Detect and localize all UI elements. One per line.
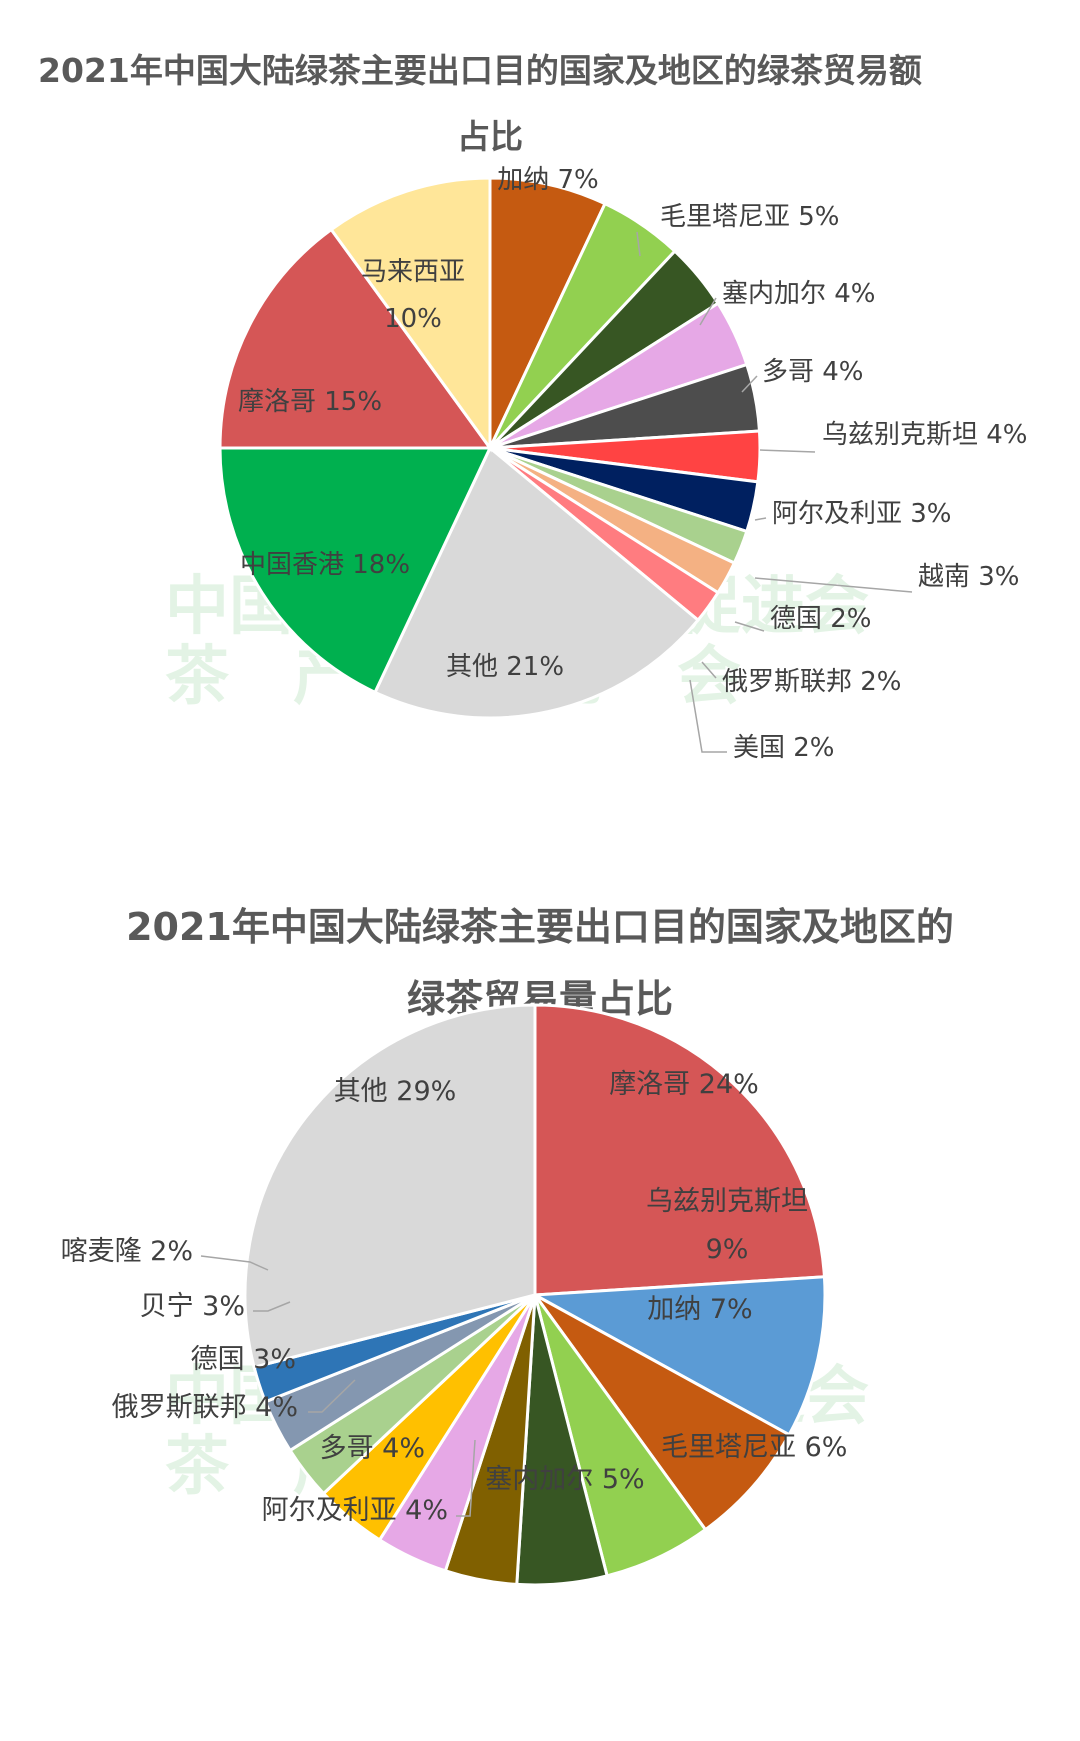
- data-label-value-1: 9%: [706, 1234, 749, 1265]
- data-label-6: 越南 3%: [918, 562, 1020, 592]
- data-label-2: 加纳 7%: [647, 1294, 752, 1325]
- data-label-13: 马来西亚: [361, 257, 465, 287]
- data-label-0: 加纳 7%: [497, 165, 599, 195]
- pie-slice-10: [373, 445, 701, 720]
- pie-slices: [243, 1003, 827, 1587]
- data-label-12: 摩洛哥 15%: [238, 387, 382, 417]
- data-label-0: 摩洛哥 24%: [609, 1069, 759, 1100]
- pie-slice-1: [529, 1275, 827, 1437]
- data-label-9: 贝宁 3%: [140, 1291, 245, 1322]
- pie-slice-11: [243, 1003, 537, 1369]
- trade-volume-chart: 2021年中国大陆绿茶主要出口目的国家及地区的 绿茶贸易量占比 摩洛哥 24% 乌…: [0, 840, 1080, 1741]
- leader-line-7: [308, 1379, 356, 1413]
- data-label-11: 其他 29%: [334, 1076, 457, 1107]
- data-label-8: 德国 3%: [191, 1344, 296, 1375]
- leader-line-1: [636, 231, 641, 257]
- pie-slice-13: [329, 176, 492, 453]
- data-label-7: 德国 2%: [770, 604, 872, 634]
- data-label-4: 塞内加尔 5%: [485, 1464, 644, 1495]
- pie-slices: [218, 176, 762, 720]
- chart-title: 2021年中国大陆绿茶主要出口目的国家及地区的: [126, 905, 954, 949]
- pie-chart-value: 加纳 7% 毛里塔尼亚 5% 塞内加尔 4% 多哥 4% 乌兹别克斯坦 4% 阿尔及利亚 …: [218, 165, 1028, 763]
- leader-line-5: [456, 1439, 476, 1517]
- data-label-5: 阿尔及利亚 3%: [772, 499, 952, 529]
- data-label-3: 多哥 4%: [762, 357, 864, 387]
- leader-line-2: [699, 297, 717, 326]
- data-label-2: 塞内加尔 4%: [722, 279, 876, 309]
- data-label-4: 乌兹别克斯坦 4%: [822, 420, 1028, 450]
- data-label-5: 阿尔及利亚 4%: [262, 1495, 448, 1526]
- pie-labels: 加纳 7% 毛里塔尼亚 5% 塞内加尔 4% 多哥 4% 乌兹别克斯坦 4% 阿尔及利亚 …: [238, 165, 1028, 763]
- leader-line-5: [754, 517, 767, 521]
- data-label-10: 其他 21%: [446, 652, 564, 682]
- pie-chart-volume: 摩洛哥 24% 乌兹别克斯坦 9% 加纳 7% 毛里塔尼亚 6% 塞内加尔 5% 阿尔及利亚…: [61, 1003, 848, 1587]
- leader-line-9: [689, 679, 727, 753]
- data-label-6: 多哥 4%: [320, 1433, 425, 1464]
- data-label-8: 俄罗斯联邦 2%: [722, 667, 902, 697]
- data-label-9: 美国 2%: [733, 733, 835, 763]
- pie-slice-12: [218, 227, 493, 450]
- data-label-3: 毛里塔尼亚 6%: [661, 1432, 847, 1463]
- leader-line-10: [200, 1255, 269, 1271]
- leader-line-4: [759, 449, 816, 453]
- leader-line-7: [734, 621, 765, 632]
- trade-value-chart: 2021年中国大陆绿茶主要出口目的国家及地区的绿茶贸易额 占比 加纳 7% 毛里塔…: [0, 0, 1080, 840]
- data-label-7: 俄罗斯联邦 4%: [112, 1392, 298, 1423]
- data-label-1: 乌兹别克斯坦: [646, 1186, 808, 1217]
- chart-title-line2: 占比: [457, 117, 523, 156]
- data-label-11: 中国香港 18%: [240, 550, 410, 580]
- leader-line-3: [741, 375, 758, 393]
- pie-labels: 摩洛哥 24% 乌兹别克斯坦 9% 加纳 7% 毛里塔尼亚 6% 塞内加尔 5% 阿尔及利亚…: [61, 1069, 848, 1526]
- chart-title: 2021年中国大陆绿茶主要出口目的国家及地区的绿茶贸易额: [38, 51, 922, 90]
- pie-slice-0: [488, 176, 607, 449]
- pie-slice-2: [533, 1293, 792, 1532]
- leader-line-9: [253, 1301, 291, 1312]
- data-label-1: 毛里塔尼亚 5%: [660, 202, 840, 232]
- leader-line-6: [754, 577, 913, 593]
- pie-slice-0: [533, 1003, 827, 1297]
- leader-line-8: [701, 661, 717, 679]
- data-label-value-13: 10%: [384, 304, 442, 334]
- pie-slice-11: [218, 446, 493, 695]
- data-label-10: 喀麦隆 2%: [61, 1236, 193, 1267]
